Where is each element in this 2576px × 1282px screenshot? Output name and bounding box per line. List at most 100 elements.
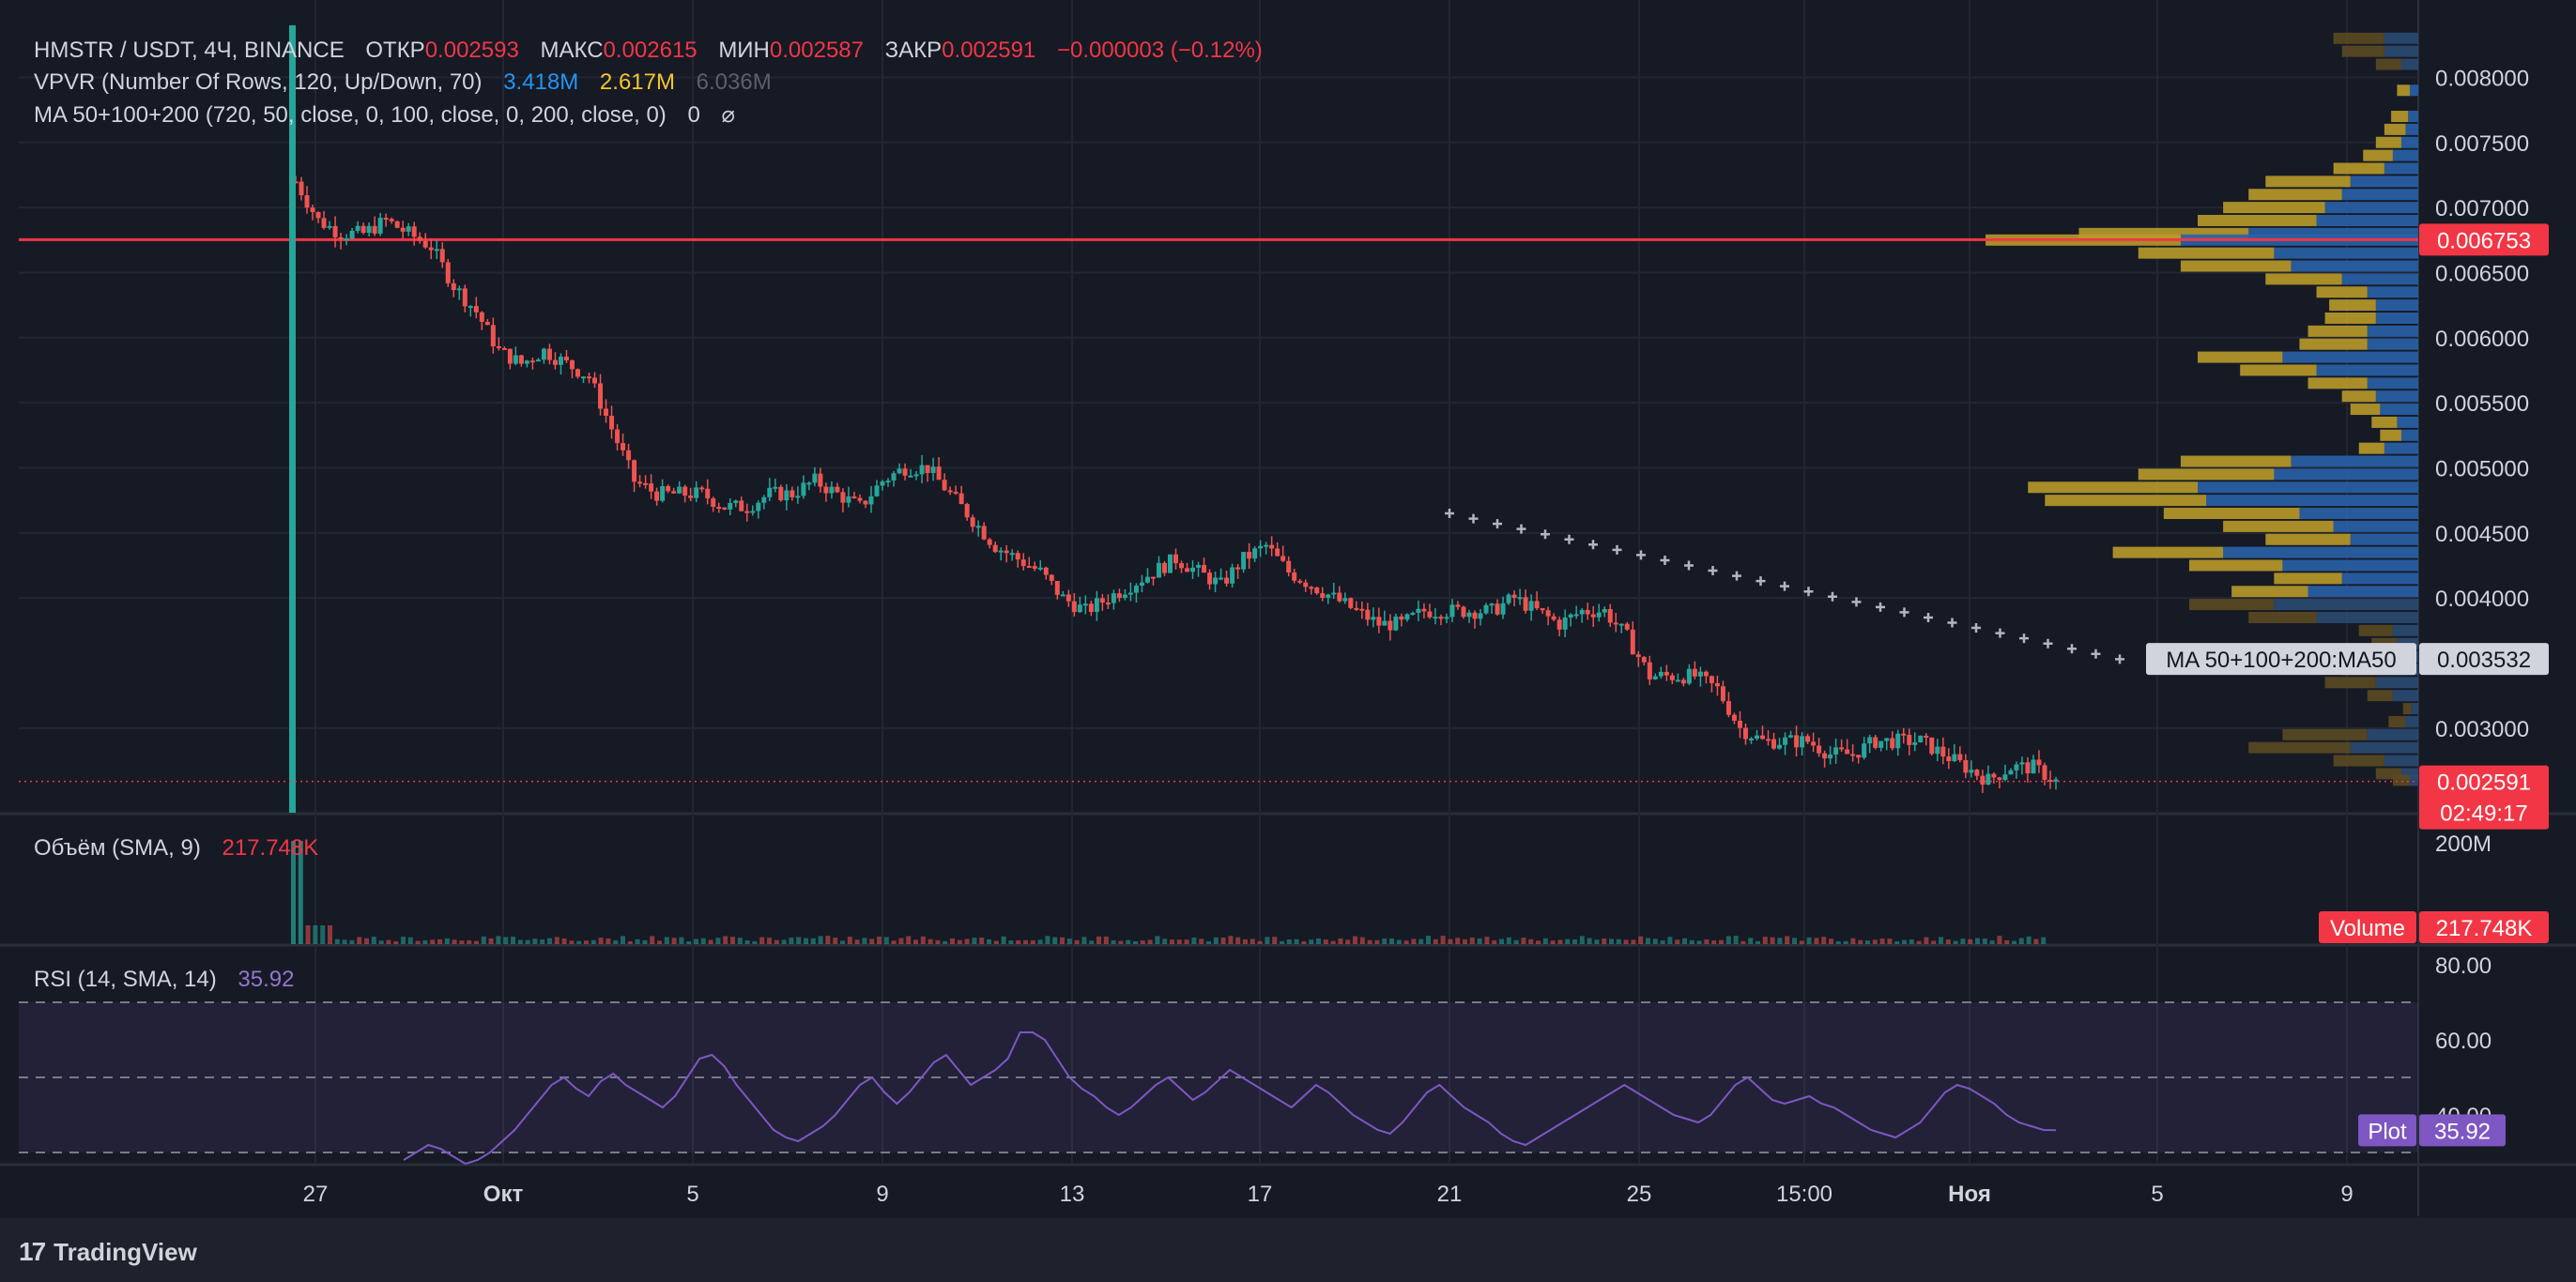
candle-body (1247, 552, 1252, 559)
candle-body (1873, 737, 1878, 748)
candle-body (411, 226, 417, 237)
candle-body (484, 321, 490, 326)
candle-body (2019, 762, 2025, 765)
candle-body (632, 460, 637, 482)
volume-bar (891, 940, 897, 944)
candle-body (947, 490, 953, 493)
volume-bar (298, 841, 303, 944)
candle-body (1196, 564, 1202, 568)
vpvr-down-bar (2308, 325, 2368, 337)
candle-body (304, 195, 310, 208)
volume-bar (598, 938, 604, 944)
vpvr-legend[interactable]: VPVR (Number Of Rows, 120, Up/Down, 70) … (34, 69, 772, 96)
volume-bar (1433, 939, 1438, 944)
candle-body (1742, 727, 1748, 740)
volume-name: Объём (SMA, 9) (34, 835, 201, 861)
ma-name: MA 50+100+200 (720, 50, close, 0, 100, c… (34, 102, 667, 128)
candle-body (868, 496, 874, 505)
volume-bar (1587, 938, 1592, 944)
candle-body (1511, 594, 1517, 598)
candle-body (733, 500, 739, 504)
candle-body (377, 218, 383, 234)
volume-legend[interactable]: Объём (SMA, 9) 217.748K (34, 835, 318, 862)
ma50-marker (1995, 628, 2005, 638)
volume-bar (613, 939, 619, 944)
volume-bar (767, 938, 772, 944)
volume-bar (1359, 937, 1365, 944)
volume-bar (1213, 937, 1219, 944)
candle-body (1207, 572, 1213, 585)
candle-body (1805, 736, 1811, 742)
candle-body (1292, 572, 1297, 581)
x-tick-label: Окт (483, 1182, 524, 1207)
candle-body (1596, 612, 1602, 618)
ma-legend[interactable]: MA 50+100+200 (720, 50, close, 0, 100, c… (34, 101, 735, 129)
candle-body (1969, 770, 1974, 773)
volume-bar (467, 939, 472, 944)
candle-body (609, 416, 615, 430)
volume-bar (1652, 939, 1658, 944)
volume-bar (862, 938, 867, 944)
candle-body (2031, 759, 2036, 774)
volume-bar (1103, 936, 1109, 944)
candle-body (863, 500, 868, 505)
vpvr-down-bar (2391, 111, 2409, 123)
vpvr-up-bar (2367, 338, 2418, 350)
rsi-legend[interactable]: RSI (14, SMA, 14) 35.92 (34, 967, 294, 993)
volume-bar (730, 937, 735, 944)
candle-body (1862, 743, 1867, 758)
ma50-marker (1899, 607, 1909, 618)
volume-bar (1704, 939, 1710, 944)
vpvr-up-bar (2384, 162, 2418, 175)
rsi-tick-label: 60.00 (2435, 1029, 2492, 1054)
volume-bar (1638, 936, 1644, 944)
vpvr-down-bar (2223, 520, 2334, 532)
ma-tail: 0 (687, 102, 700, 128)
candle-body (1342, 598, 1348, 602)
candle-body (1641, 657, 1647, 663)
ma50-marker (2067, 644, 2077, 654)
volume-bar (1089, 940, 1095, 944)
vpvr-up-bar (2223, 546, 2418, 558)
volume-bar (1872, 939, 1878, 944)
candle-body (739, 500, 744, 511)
candle-body (795, 496, 801, 498)
volume-bar (393, 940, 399, 944)
volume-bar (1492, 940, 1497, 944)
volume-bar (1206, 940, 1211, 944)
vpvr-down-bar (2198, 214, 2317, 226)
candle-body (1082, 603, 1088, 606)
volume-bar (1806, 937, 1812, 944)
vpvr-up-bar (2350, 176, 2418, 188)
vpvr-down-bar (2188, 559, 2283, 572)
vpvr-down-bar (2333, 755, 2384, 767)
candle-body (1202, 564, 1207, 573)
candle-body (1624, 623, 1630, 630)
tradingview-brand[interactable]: 17 TradingView (19, 1237, 197, 1267)
vpvr-down-bar (2265, 176, 2351, 188)
volume-bar (1939, 937, 1943, 944)
x-tick-label: 9 (876, 1182, 888, 1207)
candle-body (1009, 553, 1015, 556)
candle-body (1630, 629, 1635, 655)
volume-label-bg (2319, 911, 2416, 943)
vpvr-down-bar (2363, 149, 2393, 161)
volume-bar (847, 937, 852, 944)
vpvr-up-bar (2341, 572, 2418, 585)
candle-body (919, 465, 925, 475)
vpvr-down-bar (2316, 286, 2368, 298)
volume-bar (422, 939, 428, 944)
candle-body (1416, 608, 1421, 613)
vpvr-down-bar (2358, 624, 2393, 636)
volume-bar (723, 936, 728, 944)
volume-bar (1756, 940, 1760, 944)
ma50-label-tag-bg (2146, 643, 2416, 676)
change-value: −0.000003 (−0.12%) (1056, 38, 1263, 63)
vpvr-up-bar (2367, 325, 2418, 337)
volume-bar (2004, 939, 2010, 944)
volume-bar (437, 939, 442, 944)
volume-bar (1176, 939, 1182, 944)
vpvr-up-bar (2316, 214, 2418, 226)
ma50-marker (1924, 612, 1933, 622)
